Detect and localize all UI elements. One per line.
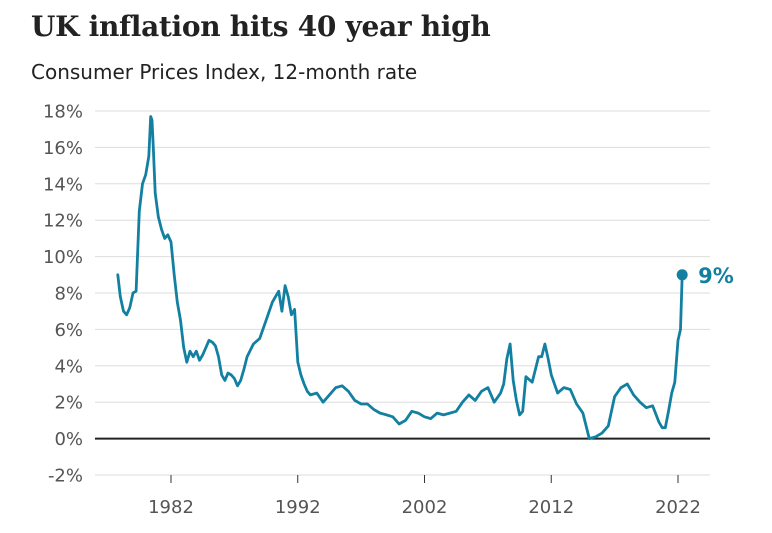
y-tick-label: 14% bbox=[43, 174, 83, 195]
chart-subtitle: Consumer Prices Index, 12-month rate bbox=[31, 60, 418, 84]
y-tick-label: 6% bbox=[54, 320, 83, 341]
series-layer: 9% bbox=[116, 115, 734, 441]
y-tick-label: 18% bbox=[43, 102, 83, 123]
y-tick-label: 0% bbox=[54, 429, 83, 450]
y-tick-label: 16% bbox=[43, 138, 83, 159]
chart-title: UK inflation hits 40 year high bbox=[31, 10, 491, 43]
x-tick-label: 1992 bbox=[275, 497, 321, 518]
y-tick-label: 2% bbox=[54, 393, 83, 414]
cpi-series-line bbox=[116, 115, 684, 441]
x-tick-label: 2002 bbox=[402, 497, 448, 518]
y-tick-label: 10% bbox=[43, 247, 83, 268]
grid-lines bbox=[95, 110, 710, 476]
x-tick-label: 2022 bbox=[655, 497, 701, 518]
x-tick-label: 2012 bbox=[528, 497, 574, 518]
y-tick-label: 12% bbox=[43, 211, 83, 232]
y-tick-label: 4% bbox=[54, 356, 83, 377]
x-tick-label: 1982 bbox=[148, 497, 194, 518]
y-axis-ticks: -2% 0% 2% 4% 6% 8% 10% 12% 14% 16% 18% bbox=[43, 102, 83, 487]
y-tick-label: -2% bbox=[48, 466, 83, 487]
latest-value-label: 9% bbox=[698, 264, 734, 288]
latest-point-marker bbox=[676, 269, 688, 281]
y-tick-label: 8% bbox=[54, 284, 83, 305]
x-axis-ticks: 1982 1992 2002 2012 2022 bbox=[148, 475, 701, 518]
